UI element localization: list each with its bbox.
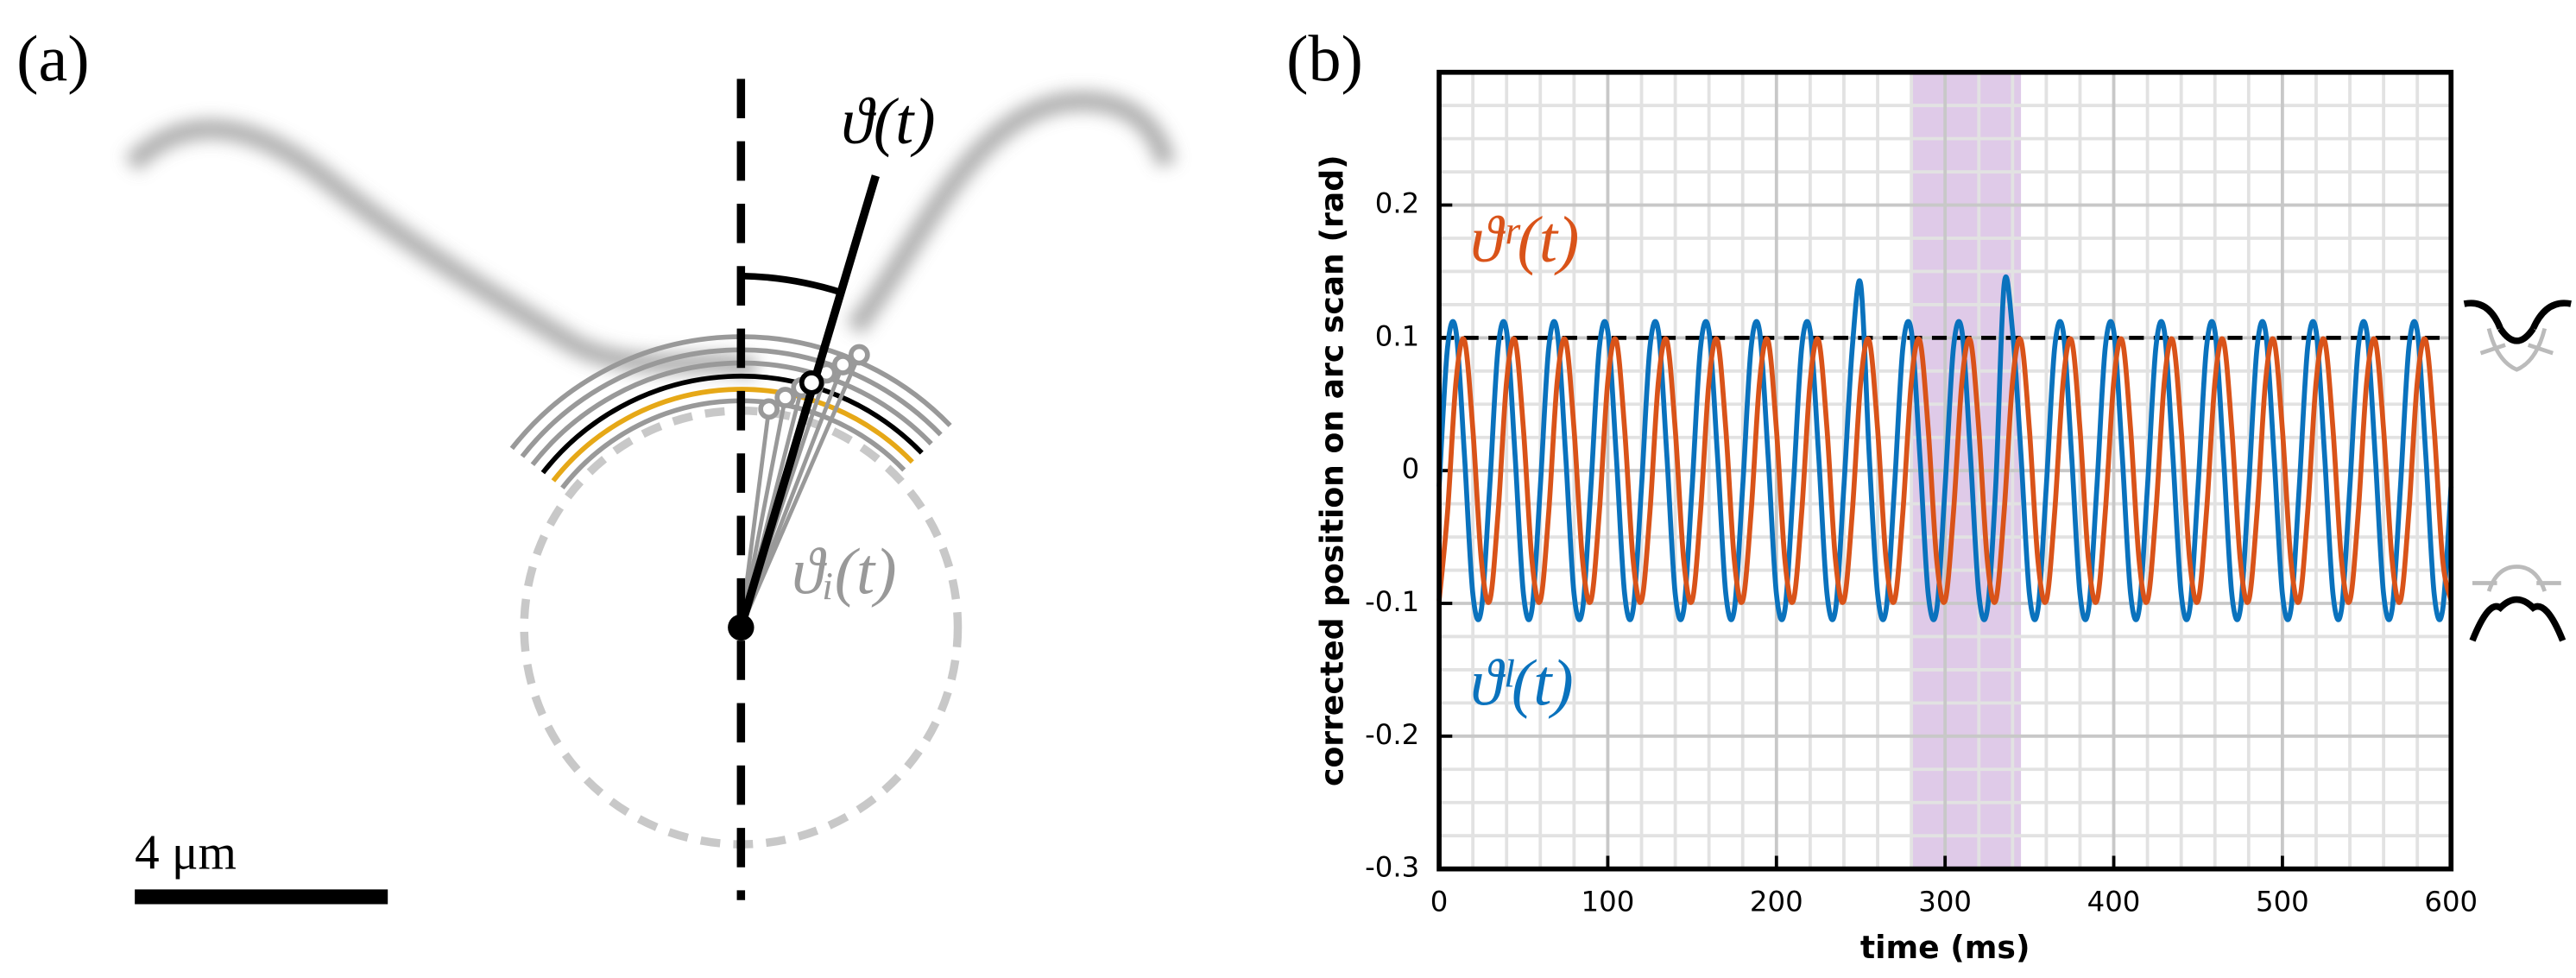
series-line: [1436, 336, 2454, 605]
tracking-point: [799, 370, 824, 395]
x-axis-label: time (ms): [1860, 929, 2030, 966]
scan-arc: [551, 387, 914, 483]
worm-body: [124, 119, 760, 380]
panel-label: (a): [16, 23, 89, 96]
segment-point: [831, 354, 854, 375]
y-tick-label: -0.3: [1365, 851, 1419, 884]
angle-line: [736, 174, 880, 629]
plot-frame: [1436, 69, 2454, 872]
scan-arc: [530, 360, 933, 467]
y-tick-label: -0.2: [1365, 718, 1419, 751]
posture-icon: [2463, 300, 2572, 344]
y-tick-label: 0.1: [1375, 319, 1419, 352]
y-tick-label: 0: [1402, 452, 1420, 485]
posture-icon: [2472, 565, 2561, 592]
x-tick-label: 200: [1750, 886, 1803, 918]
series-label: ϑʳ(t): [1470, 204, 1579, 276]
panel-a: (a) ϑ(t) ϑᵢ(t) 4 μm: [16, 23, 1177, 905]
x-tick-label: 300: [1918, 886, 1972, 918]
segment-point: [848, 344, 870, 366]
scan-arc: [560, 398, 906, 490]
x-tick-label: 600: [2424, 886, 2478, 918]
angle-label: ϑ(t): [841, 85, 935, 158]
y-tick-label: -0.1: [1365, 585, 1419, 618]
segment-label: ϑᵢ(t): [792, 535, 896, 608]
series-label: ϑˡ(t): [1470, 647, 1574, 720]
y-tick-label: 0.2: [1375, 187, 1419, 220]
y-axis-label: corrected position on arc scan (rad): [1313, 155, 1350, 786]
posture-icon: [2479, 328, 2554, 372]
angle-arc: [741, 272, 843, 296]
x-tick-label: 400: [2087, 886, 2141, 918]
x-tick-label: 500: [2256, 886, 2309, 918]
panel-label: (b): [1286, 23, 1363, 96]
worm-body: [846, 91, 1177, 335]
posture-icon: [2469, 596, 2567, 642]
segment-line: [738, 408, 772, 628]
scan-arc: [509, 334, 952, 451]
scan-arc: [540, 373, 924, 475]
scan-arc: [520, 347, 943, 458]
segment-point: [774, 387, 797, 408]
series-line: [1436, 274, 2454, 622]
segment-point: [758, 398, 780, 420]
x-tick-label: 100: [1582, 886, 1635, 918]
center-point: [728, 614, 754, 641]
panel-b: (b) 0 100 200 300 400 500 600 -0.3 -0.2 -0.1 0 0.1 0…: [1286, 23, 2572, 966]
segment-line: [739, 354, 862, 628]
scale-label: 4 μm: [135, 825, 237, 880]
x-tick-label: 0: [1430, 886, 1449, 918]
